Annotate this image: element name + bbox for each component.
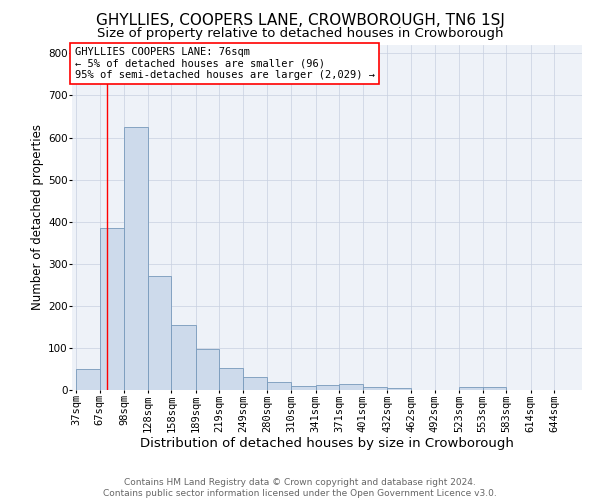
Bar (316, 385, 339, 390)
Bar (388, 388, 411, 390)
Bar (172, 325, 196, 390)
Text: GHYLLIES COOPERS LANE: 76sqm
← 5% of detached houses are smaller (96)
95% of sem: GHYLLIES COOPERS LANE: 76sqm ← 5% of det… (74, 46, 374, 80)
Bar (100, 228, 124, 390)
Text: Size of property relative to detached houses in Crowborough: Size of property relative to detached ho… (97, 28, 503, 40)
X-axis label: Distribution of detached houses by size in Crowborough: Distribution of detached houses by size … (140, 437, 514, 450)
Y-axis label: Number of detached properties: Number of detached properties (31, 124, 44, 310)
Bar (482, 387, 506, 390)
Text: Contains HM Land Registry data © Crown copyright and database right 2024.
Contai: Contains HM Land Registry data © Crown c… (103, 478, 497, 498)
Bar (459, 386, 482, 390)
Bar (148, 276, 172, 390)
Bar (243, 378, 268, 390)
Bar (220, 368, 243, 390)
Bar (196, 349, 220, 390)
Bar (124, 127, 148, 390)
Bar (268, 382, 291, 390)
Bar (363, 386, 388, 390)
Bar (76, 369, 100, 390)
Bar (291, 386, 316, 390)
Bar (339, 384, 363, 390)
Text: GHYLLIES, COOPERS LANE, CROWBOROUGH, TN6 1SJ: GHYLLIES, COOPERS LANE, CROWBOROUGH, TN6… (95, 12, 505, 28)
